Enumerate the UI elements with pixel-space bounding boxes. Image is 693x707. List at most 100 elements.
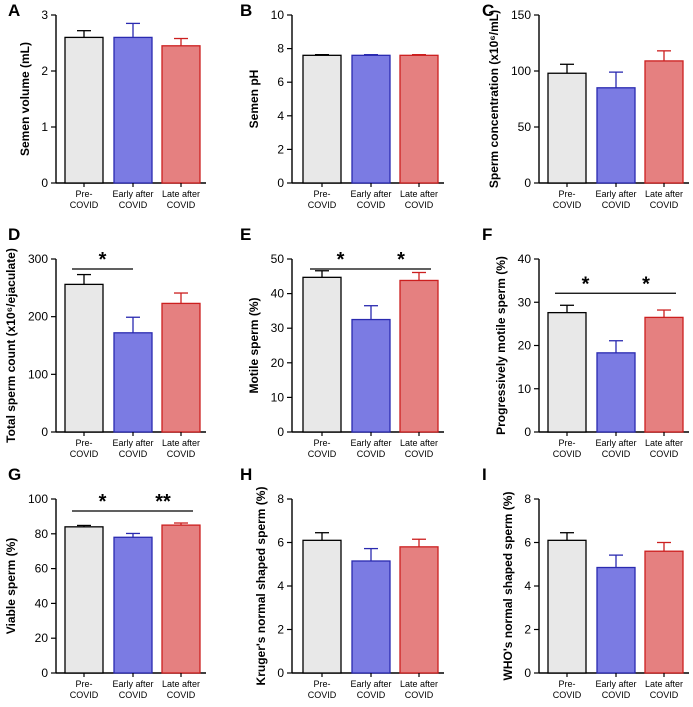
x-tick-label-line: Early after [112, 679, 153, 689]
x-tick-label-line: Pre- [75, 189, 92, 199]
x-tick-label-line: COVID [602, 449, 631, 459]
x-tick-label: Early after COVID [595, 438, 636, 459]
bar [113, 332, 153, 433]
significance-label: ** [155, 491, 171, 513]
x-tick-label: Early after COVID [350, 438, 391, 459]
x-tick-label-line: COVID [70, 690, 99, 700]
y-tick-label: 4 [277, 579, 284, 593]
panel-label: G [8, 465, 21, 484]
x-tick-label-line: Pre- [558, 189, 575, 199]
bar [302, 54, 342, 184]
x-tick-label-line: Late after [400, 438, 438, 448]
y-tick-label: 40 [271, 287, 285, 301]
x-tick-label-line: COVID [119, 449, 148, 459]
bar [351, 54, 391, 184]
y-tick-label: 0 [277, 176, 284, 190]
y-tick-label: 30 [518, 295, 532, 309]
significance-label: * [642, 273, 650, 295]
x-tick-label-line: COVID [167, 690, 196, 700]
x-tick-label: Late after COVID [400, 679, 438, 700]
y-tick-label: 40 [35, 596, 49, 610]
x-tick-label-line: Pre- [75, 679, 92, 689]
y-tick-label: 6 [524, 536, 531, 550]
y-tick-label: 10 [271, 8, 285, 22]
bar [161, 45, 201, 184]
x-tick-label-line: Late after [162, 189, 200, 199]
x-tick-label-line: COVID [405, 690, 434, 700]
y-tick-label: 6 [277, 536, 284, 550]
x-tick-label-line: COVID [650, 449, 679, 459]
y-tick-label: 0 [41, 425, 48, 439]
y-tick-label: 2 [524, 623, 531, 637]
x-tick-label: Pre-COVID [70, 438, 99, 459]
bar [351, 318, 391, 433]
y-tick-label: 40 [518, 252, 532, 266]
x-tick-label-line: COVID [602, 690, 631, 700]
y-tick-label: 1 [41, 120, 48, 134]
x-tick-label-line: Late after [645, 679, 683, 689]
panel-h: H 0 2 4 6 8 Kruger's normal shaped sperm (%) Pr… [240, 465, 444, 700]
y-tick-label: 4 [524, 579, 531, 593]
panel-label: I [482, 465, 487, 484]
x-tick-label-line: COVID [167, 449, 196, 459]
y-axis-label: Progressively motile sperm (%) [494, 256, 508, 435]
x-tick-label-line: COVID [357, 449, 386, 459]
x-tick-label-line: Late after [400, 679, 438, 689]
x-tick-label: Pre-COVID [553, 679, 582, 700]
y-axis-label: Semen volume (mL) [18, 42, 32, 156]
y-axis-label: Sperm concentration (x10⁶/mL) [487, 10, 501, 188]
x-tick-label-line: COVID [602, 200, 631, 210]
bar [547, 539, 587, 674]
y-tick-label: 4 [277, 109, 284, 123]
y-tick-label: 200 [28, 310, 48, 324]
bar [399, 546, 439, 674]
x-tick-label: Late after COVID [645, 679, 683, 700]
x-tick-label-line: Pre- [313, 679, 330, 689]
y-tick-label: 100 [28, 367, 48, 381]
x-tick-label-line: Pre- [558, 438, 575, 448]
y-tick-label: 100 [28, 492, 48, 506]
x-tick-label-line: Early after [112, 438, 153, 448]
panel-label: F [482, 225, 492, 244]
y-tick-label: 0 [41, 176, 48, 190]
x-tick-label-line: COVID [650, 690, 679, 700]
x-tick-label-line: COVID [553, 690, 582, 700]
bar [113, 536, 153, 674]
x-tick-label-line: COVID [357, 690, 386, 700]
x-tick-label: Early after COVID [595, 679, 636, 700]
y-tick-label: 10 [271, 390, 285, 404]
y-axis-label: Kruger's normal shaped sperm (%) [254, 487, 268, 686]
x-tick-label-line: COVID [167, 200, 196, 210]
x-tick-label-line: Pre- [75, 438, 92, 448]
y-tick-label: 0 [524, 176, 531, 190]
bar [161, 524, 201, 674]
x-tick-label-line: COVID [308, 200, 337, 210]
y-tick-label: 30 [271, 321, 285, 335]
x-tick-label: Late after COVID [645, 438, 683, 459]
x-tick-label-line: Late after [645, 189, 683, 199]
y-tick-label: 8 [524, 492, 531, 506]
bar [644, 550, 684, 674]
bar [64, 283, 104, 433]
x-tick-label: Late after COVID [645, 189, 683, 210]
x-tick-label-line: COVID [405, 200, 434, 210]
x-tick-label-line: COVID [357, 200, 386, 210]
y-tick-label: 20 [35, 631, 49, 645]
bar [547, 72, 587, 184]
panel-label: C [482, 1, 494, 20]
x-tick-label-line: Late after [400, 189, 438, 199]
y-axis-label: Total sperm count (x10⁶/ejaculate) [4, 248, 18, 443]
x-tick-label: Pre-COVID [553, 189, 582, 210]
x-tick-label-line: COVID [119, 690, 148, 700]
x-tick-label-line: COVID [70, 449, 99, 459]
significance-label: * [337, 249, 345, 271]
y-tick-label: 8 [277, 492, 284, 506]
x-tick-label-line: COVID [308, 449, 337, 459]
x-tick-label-line: Early after [595, 189, 636, 199]
x-tick-label: Early after COVID [112, 189, 153, 210]
x-tick-label: Early after COVID [112, 679, 153, 700]
